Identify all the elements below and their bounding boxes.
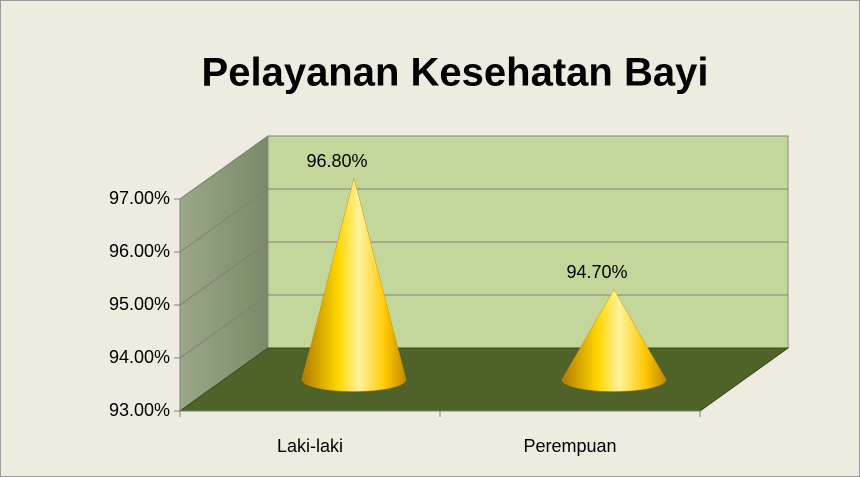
grid-line (179, 241, 788, 306)
y-tick-label: 96.00% (109, 241, 170, 261)
chart-title: Pelayanan Kesehatan Bayi (202, 51, 709, 95)
cone (301, 178, 407, 392)
y-tick-label: 93.00% (109, 400, 170, 420)
grid-line (179, 135, 788, 200)
cone (561, 288, 667, 392)
x-tick-label: Perempuan (523, 436, 616, 456)
x-tick-label: Laki-laki (277, 436, 343, 456)
grid-line (179, 188, 788, 253)
floor (178, 347, 790, 412)
y-tick-label: 94.00% (109, 347, 170, 367)
data-label: 94.70% (566, 262, 627, 282)
data-label: 96.80% (306, 151, 367, 171)
y-tick-label: 95.00% (109, 294, 170, 314)
y-tick-label: 97.00% (109, 188, 170, 208)
